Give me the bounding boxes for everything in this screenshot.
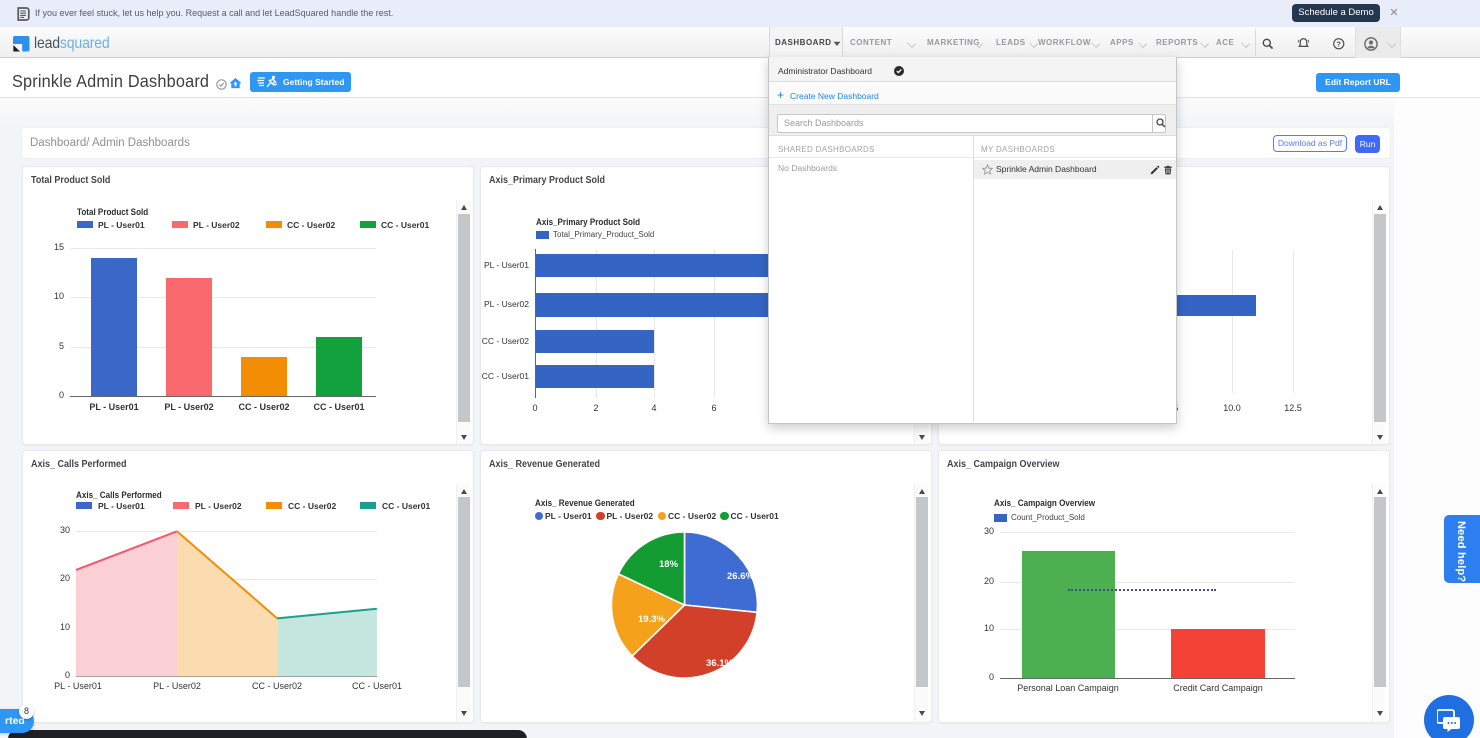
- svg-text:?: ?: [1337, 39, 1342, 48]
